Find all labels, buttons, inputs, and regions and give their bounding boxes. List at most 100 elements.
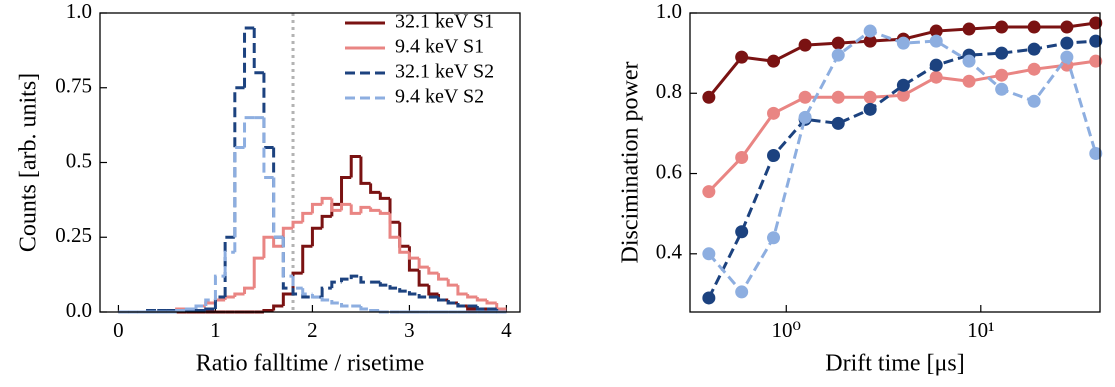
histogram-step (184, 307, 197, 311)
series-point (863, 90, 877, 104)
histogram-series (118, 155, 507, 314)
y-tick-label: 0.6 (656, 159, 682, 183)
y-tick-label: 0.0 (66, 298, 92, 322)
series-point (798, 110, 812, 124)
histogram-step (262, 117, 274, 179)
x-tick-label: 10¹ (967, 318, 994, 342)
histogram-step (320, 214, 332, 229)
histogram-step (495, 303, 507, 311)
histogram-step (446, 300, 458, 305)
histogram-step (475, 306, 488, 311)
x-axis-label: Drift time [μs] (825, 351, 965, 377)
histogram-step (417, 294, 429, 299)
histogram-step (437, 297, 449, 302)
histogram-step (427, 285, 439, 296)
histogram-step (204, 307, 216, 311)
series-point (929, 34, 943, 48)
series-point (735, 50, 749, 64)
histogram-step (223, 295, 235, 301)
series-point (1089, 34, 1103, 48)
y-tick-label: 0.5 (66, 148, 92, 172)
histogram-step (466, 306, 478, 311)
series-point (831, 116, 845, 130)
histogram-step (310, 226, 323, 247)
histogram-step (310, 202, 323, 214)
x-tick-label: 0 (113, 318, 124, 342)
legend-label: 9.4 keV S2 (395, 86, 484, 108)
series-point (1089, 54, 1103, 68)
histogram-step (194, 304, 206, 310)
series-point (995, 82, 1009, 96)
x-tick-label: 1 (210, 318, 221, 342)
histogram-step (466, 294, 478, 299)
series-point (702, 185, 716, 199)
histogram-step (407, 291, 420, 296)
histogram-step (233, 292, 245, 298)
series-point (929, 70, 943, 84)
histogram-step (272, 177, 284, 239)
histogram-step (417, 258, 429, 269)
series-point (863, 24, 877, 38)
series-point (1089, 16, 1103, 30)
y-tick-label: 0.25 (55, 223, 92, 247)
series-point (1027, 62, 1041, 76)
series-point (798, 38, 812, 52)
histogram-step (320, 196, 332, 205)
histogram-step (204, 298, 216, 307)
histogram-step (281, 292, 294, 307)
series-point (767, 231, 781, 245)
histogram-step (330, 300, 342, 305)
histogram-step (301, 211, 313, 223)
histogram-step (301, 244, 313, 274)
y-tick-label: 0.8 (656, 79, 682, 103)
histogram-step (369, 183, 381, 194)
histogram-step (330, 198, 342, 212)
series-point (831, 36, 845, 50)
y-tick-label: 0.4 (656, 240, 683, 264)
histogram-step (320, 297, 332, 302)
legend-label: 9.4 keV S1 (395, 36, 484, 58)
histogram-step (388, 285, 400, 290)
histogram-step (243, 116, 255, 148)
histogram-step (252, 27, 264, 75)
histogram-step (291, 288, 303, 296)
x-tick-label: 3 (404, 318, 415, 342)
series-point (702, 247, 716, 261)
plot-frame (689, 12, 1101, 313)
series-point (929, 58, 943, 72)
series-point (1027, 42, 1041, 56)
histogram-step (233, 146, 245, 253)
y-tick-label: 0.75 (55, 74, 92, 98)
series-point (962, 74, 976, 88)
series-point (896, 78, 910, 92)
histogram-step (340, 277, 352, 283)
series-point (767, 148, 781, 162)
histogram-step (475, 297, 488, 302)
histogram-step (252, 256, 264, 289)
histogram-step (320, 286, 332, 298)
histogram-step (330, 280, 342, 289)
y-axis-label: Discimination power (618, 62, 644, 264)
histogram-step (359, 276, 371, 284)
series-point (767, 54, 781, 68)
series-point (863, 102, 877, 116)
series-point (735, 285, 749, 299)
series-point (702, 90, 716, 104)
histogram-step (398, 237, 410, 254)
histogram-step (340, 202, 352, 211)
histogram-step (359, 205, 371, 214)
histogram-step (388, 213, 400, 239)
series-point (1089, 146, 1103, 160)
series-point (995, 68, 1009, 82)
series-point (702, 291, 716, 305)
histogram-step (427, 267, 439, 275)
series-point (1027, 94, 1041, 108)
histogram-step (446, 279, 458, 287)
histogram-step (349, 204, 361, 215)
histogram-step (291, 220, 303, 229)
histogram-step (378, 210, 391, 215)
series-point (831, 48, 845, 62)
histogram-step (456, 285, 468, 296)
x-tick-label: 4 (501, 318, 512, 342)
